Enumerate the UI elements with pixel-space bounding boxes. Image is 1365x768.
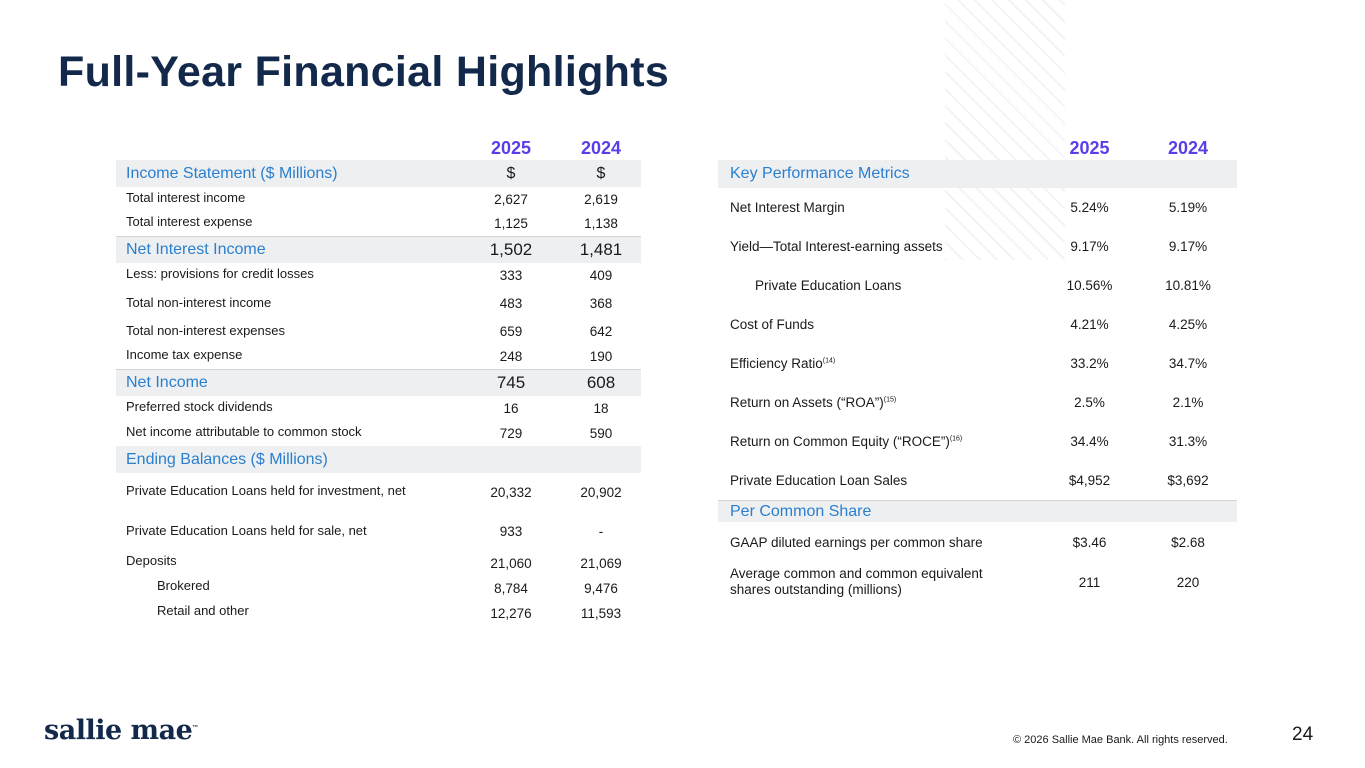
section-header-income-statement: Income Statement ($ Millions) $ $ [116,160,641,187]
table-row: Total interest income 2,627 2,619 [126,190,618,207]
table-row: Cost of Funds 4.21% 4.25% [730,317,1208,332]
table-row: Yield—Total Interest-earning assets 9.17… [730,239,1208,254]
year-header-row: 2025 2024 [718,137,1237,160]
page-title: Full-Year Financial Highlights [58,48,670,96]
section-header-key-metrics: Key Performance Metrics [718,160,1237,188]
table-row: Return on Assets (“ROA”)(15) 2.5% 2.1% [730,395,1204,410]
table-row: Efficiency Ratio(14) 33.2% 34.7% [730,356,1208,371]
footnote-ref: (15) [883,396,897,404]
table-row: Less: provisions for credit losses 333 4… [126,265,613,284]
table-row: Deposits 21,060 21,069 [126,553,622,571]
table-row: Total non-interest income 483 368 [126,294,613,311]
table-row: Income tax expense 248 190 [126,346,613,365]
table-row: Private Education Loan Sales $4,952 $3,6… [730,473,1209,488]
copyright-notice: © 2026 Sallie Mae Bank. All rights reser… [1013,734,1228,746]
table-row: Retail and other 12,276 11,593 [157,603,622,621]
table-row: Total non-interest expenses 659 642 [126,322,613,339]
key-metrics-table: 2025 2024 Key Performance Metrics Net In… [718,137,1237,602]
table-row: Brokered 8,784 9,476 [157,578,618,596]
table-row-subtotal: Net Income 745 608 [116,369,641,396]
table-row: Return on Common Equity (“ROCE”)(16) 34.… [730,434,1208,449]
sallie-mae-logo: sallie mae™ [44,715,198,746]
table-row: Preferred stock dividends 16 18 [126,399,609,416]
table-row: Private Education Loans 10.56% 10.81% [755,278,1211,293]
background-pattern [945,0,1065,260]
table-row: Private Education Loans held for investm… [126,483,622,500]
table-row: Net Interest Margin 5.24% 5.19% [730,200,1208,215]
year-2024: 2024 [1167,138,1209,158]
year-2025: 2025 [1069,138,1110,158]
section-header-per-common-share: Per Common Share [718,500,1237,522]
section-header-ending-balances: Ending Balances ($ Millions) [116,446,641,473]
year-2024: 2024 [580,138,622,158]
income-statement-table: 2025 2024 Income Statement ($ Millions) … [116,137,641,626]
table-row: Average common and common equivalent sha… [730,566,1200,597]
footnote-ref: (14) [822,357,836,365]
table-row-subtotal: Net Interest Income 1,502 1,481 [116,235,641,263]
table-row: GAAP diluted earnings per common share $… [730,534,1205,550]
table-row: Total interest expense 1,125 1,138 [126,214,618,231]
table-row: Net income attributable to common stock … [126,424,613,441]
page-number: 24 [1292,724,1314,745]
year-header-row: 2025 2024 [116,137,641,160]
table-row: Private Education Loans held for sale, n… [126,523,604,539]
year-2025: 2025 [490,138,532,158]
footnote-ref: (16) [949,435,963,443]
